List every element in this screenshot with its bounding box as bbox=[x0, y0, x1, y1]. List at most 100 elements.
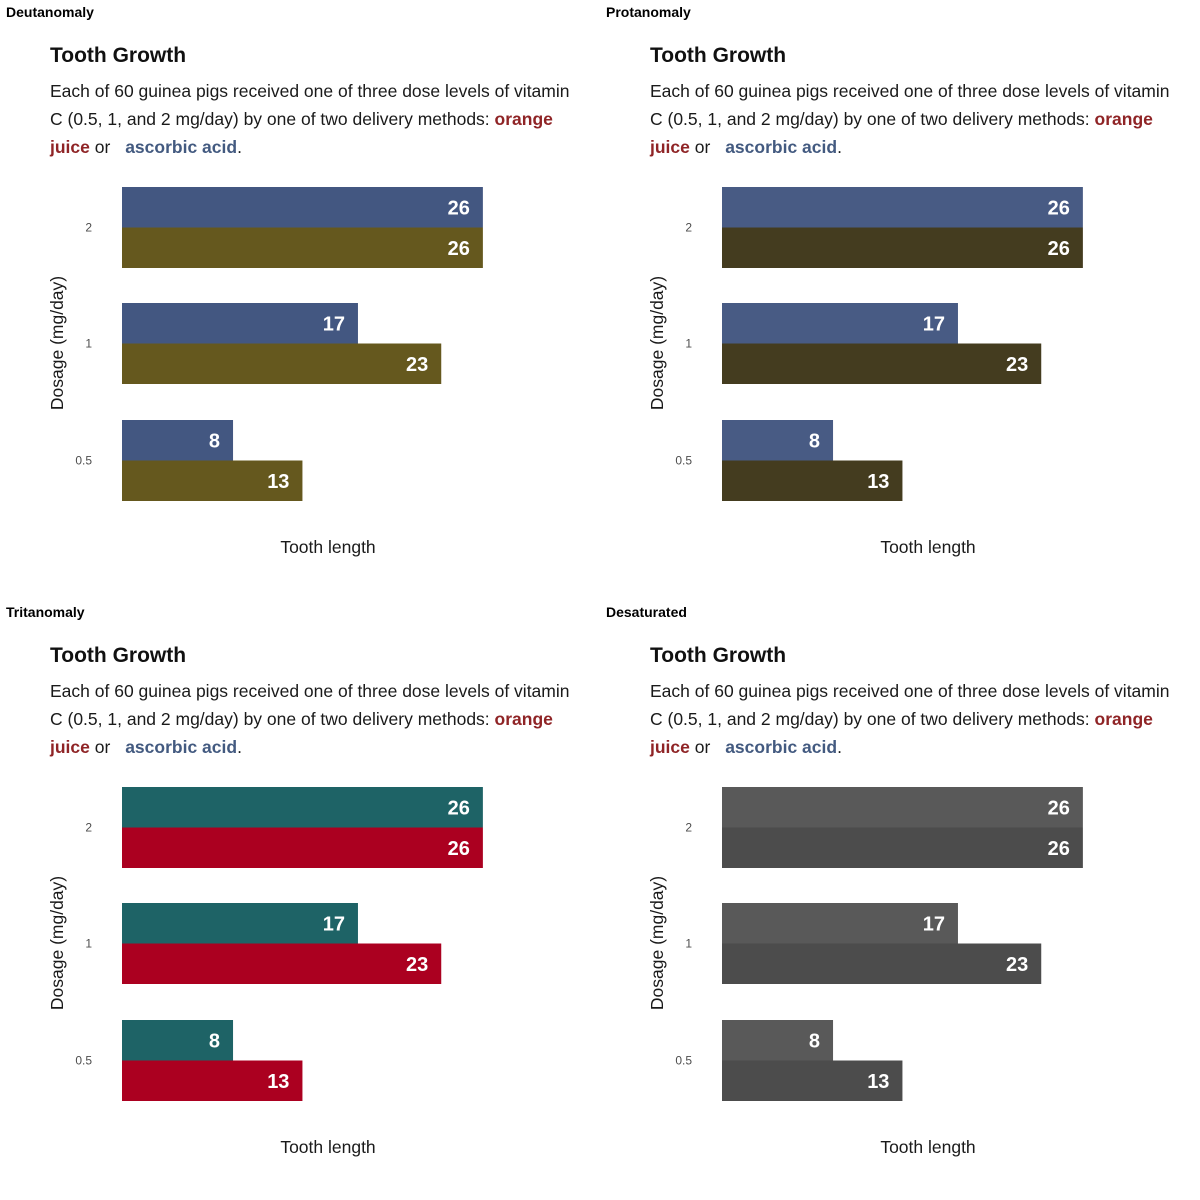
x-axis-title: Tooth length bbox=[880, 537, 975, 557]
chart-title: Tooth Growth bbox=[50, 44, 187, 67]
orange-juice-highlight: orange juice bbox=[650, 109, 1153, 157]
bar-ascorbic-acid bbox=[722, 187, 1083, 228]
bar-orange-juice bbox=[722, 460, 903, 501]
subtitle-end: . bbox=[237, 137, 242, 157]
bar-value-label: 26 bbox=[1048, 238, 1070, 260]
bar-orange-juice bbox=[722, 943, 1042, 984]
chart-title: Tooth Growth bbox=[650, 644, 787, 667]
y-tick-label: 1 bbox=[685, 337, 692, 351]
subtitle-text: Each of 60 guinea pigs received one of t… bbox=[50, 81, 570, 129]
bar-value-label: 26 bbox=[448, 797, 470, 819]
chart-subtitle: Each of 60 guinea pigs received one of t… bbox=[650, 677, 1180, 761]
panel-label: Desaturated bbox=[606, 604, 687, 620]
bar-orange-juice bbox=[122, 943, 442, 984]
y-tick-label: 2 bbox=[685, 821, 692, 835]
panel-label: Deutanomaly bbox=[6, 4, 94, 20]
bar-ascorbic-acid bbox=[122, 787, 483, 828]
ascorbic-acid-highlight: ascorbic acid bbox=[725, 737, 838, 757]
bar-value-label: 17 bbox=[323, 313, 345, 335]
chart-panel: Protanomaly Tooth Growth Each of 60 guinea… bbox=[600, 0, 1200, 600]
panel-label: Protanomaly bbox=[606, 4, 691, 20]
bar-value-label: 26 bbox=[448, 838, 470, 860]
subtitle-end: . bbox=[837, 137, 842, 157]
y-tick-label: 0.5 bbox=[675, 1054, 692, 1068]
orange-juice-highlight: orange juice bbox=[650, 709, 1153, 757]
subtitle-end: . bbox=[837, 737, 842, 757]
bar-value-label: 23 bbox=[1006, 954, 1028, 976]
y-tick-label: 2 bbox=[685, 221, 692, 235]
bar-value-label: 26 bbox=[448, 238, 470, 260]
x-axis-title: Tooth length bbox=[280, 1137, 375, 1157]
chart-title: Tooth Growth bbox=[650, 44, 787, 67]
bar-ascorbic-acid bbox=[122, 1020, 234, 1061]
ascorbic-acid-highlight: ascorbic acid bbox=[125, 137, 238, 157]
bar-value-label: 23 bbox=[406, 354, 428, 376]
bar-orange-juice bbox=[722, 1060, 903, 1101]
bar-orange-juice bbox=[122, 227, 483, 268]
chart-panel: Tritanomaly Tooth Growth Each of 60 guinea… bbox=[0, 600, 600, 1200]
bar-value-label: 13 bbox=[867, 471, 889, 493]
x-axis-title: Tooth length bbox=[280, 537, 375, 557]
chart-panel: Deutanomaly Tooth Growth Each of 60 guinea… bbox=[0, 0, 600, 600]
bar-value-label: 23 bbox=[1006, 354, 1028, 376]
bar-value-label: 17 bbox=[323, 913, 345, 935]
y-axis-title: Dosage (mg/day) bbox=[647, 876, 667, 1010]
bar-ascorbic-acid bbox=[722, 303, 958, 344]
bar-ascorbic-acid bbox=[722, 1020, 834, 1061]
bar-ascorbic-acid bbox=[722, 787, 1083, 828]
bar-ascorbic-acid bbox=[722, 903, 958, 944]
bar-value-label: 23 bbox=[406, 954, 428, 976]
bar-value-label: 13 bbox=[267, 471, 289, 493]
bar-ascorbic-acid bbox=[122, 903, 358, 944]
y-tick-label: 0.5 bbox=[675, 454, 692, 468]
bar-orange-juice bbox=[122, 343, 442, 384]
bar-value-label: 26 bbox=[1048, 197, 1070, 219]
bar-ascorbic-acid bbox=[122, 303, 358, 344]
ascorbic-acid-highlight: ascorbic acid bbox=[125, 737, 238, 757]
y-tick-label: 1 bbox=[85, 337, 92, 351]
bar-value-label: 26 bbox=[1048, 838, 1070, 860]
subtitle-connector: or bbox=[94, 137, 111, 157]
subtitle-connector: or bbox=[694, 137, 711, 157]
bar-value-label: 13 bbox=[867, 1071, 889, 1093]
bar-value-label: 26 bbox=[1048, 797, 1070, 819]
bar-value-label: 8 bbox=[209, 430, 220, 452]
subtitle-text: Each of 60 guinea pigs received one of t… bbox=[50, 681, 570, 729]
subtitle-connector: or bbox=[694, 737, 711, 757]
chart-subtitle: Each of 60 guinea pigs received one of t… bbox=[50, 677, 580, 761]
bar-value-label: 8 bbox=[809, 430, 820, 452]
y-axis-title: Dosage (mg/day) bbox=[47, 276, 67, 410]
x-axis-title: Tooth length bbox=[880, 1137, 975, 1157]
y-axis-title: Dosage (mg/day) bbox=[47, 876, 67, 1010]
bar-ascorbic-acid bbox=[122, 420, 234, 461]
subtitle-connector: or bbox=[94, 737, 111, 757]
ascorbic-acid-highlight: ascorbic acid bbox=[725, 137, 838, 157]
bar-value-label: 8 bbox=[209, 1030, 220, 1052]
orange-juice-highlight: orange juice bbox=[50, 709, 553, 757]
bar-orange-juice bbox=[722, 227, 1083, 268]
orange-juice-highlight: orange juice bbox=[50, 109, 553, 157]
y-tick-label: 1 bbox=[85, 937, 92, 951]
y-tick-label: 2 bbox=[85, 221, 92, 235]
subtitle-text: Each of 60 guinea pigs received one of t… bbox=[650, 681, 1170, 729]
y-tick-label: 2 bbox=[85, 821, 92, 835]
chart-subtitle: Each of 60 guinea pigs received one of t… bbox=[650, 77, 1180, 161]
y-tick-label: 1 bbox=[685, 937, 692, 951]
bar-orange-juice bbox=[122, 460, 303, 501]
bar-value-label: 13 bbox=[267, 1071, 289, 1093]
bar-orange-juice bbox=[722, 827, 1083, 868]
bar-ascorbic-acid bbox=[122, 187, 483, 228]
subtitle-end: . bbox=[237, 737, 242, 757]
bar-value-label: 26 bbox=[448, 197, 470, 219]
subtitle-text: Each of 60 guinea pigs received one of t… bbox=[650, 81, 1170, 129]
bar-value-label: 17 bbox=[923, 913, 945, 935]
bar-orange-juice bbox=[122, 1060, 303, 1101]
panel-label: Tritanomaly bbox=[6, 604, 85, 620]
bar-orange-juice bbox=[122, 827, 483, 868]
y-axis-title: Dosage (mg/day) bbox=[647, 276, 667, 410]
bar-ascorbic-acid bbox=[722, 420, 834, 461]
chart-subtitle: Each of 60 guinea pigs received one of t… bbox=[50, 77, 580, 161]
